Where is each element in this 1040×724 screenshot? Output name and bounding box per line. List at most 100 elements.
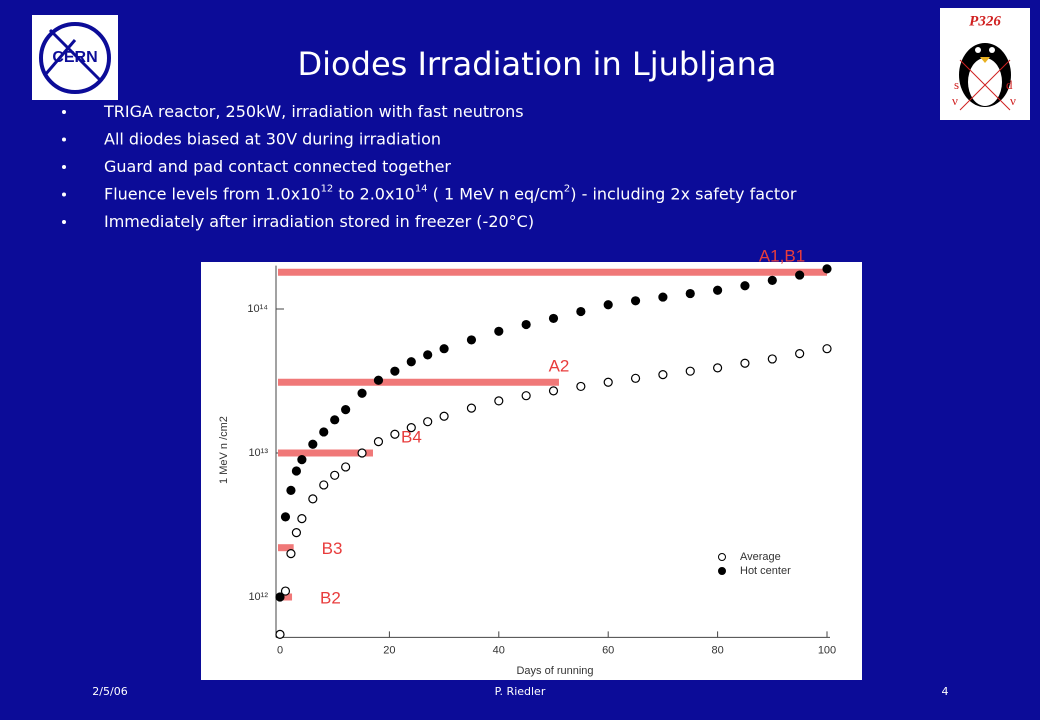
text-run: Guard and pad contact connected together bbox=[104, 157, 451, 176]
data-point bbox=[357, 448, 367, 458]
bullet-text: TRIGA reactor, 250kW, irradiation with f… bbox=[103, 102, 524, 121]
text-run: Fluence levels from 1.0x10 bbox=[104, 184, 321, 203]
bullet-dot bbox=[62, 220, 66, 224]
data-point bbox=[308, 494, 318, 504]
y-tick-label: 10¹³ bbox=[248, 447, 268, 459]
data-point bbox=[795, 349, 805, 359]
data-point bbox=[439, 411, 449, 421]
chart-area bbox=[201, 262, 862, 680]
data-point bbox=[280, 586, 291, 596]
data-point bbox=[423, 350, 433, 360]
bullet-list: TRIGA reactor, 250kW, irradiation with f… bbox=[62, 102, 797, 231]
y-tick-label: 10¹² bbox=[248, 591, 268, 603]
legend-marker bbox=[718, 567, 726, 575]
data-point bbox=[576, 306, 586, 317]
data-point bbox=[308, 439, 318, 449]
data-point bbox=[319, 427, 329, 437]
data-point bbox=[712, 363, 723, 373]
data-point bbox=[286, 485, 296, 495]
text-run: Immediately after irradiation stored in … bbox=[104, 212, 534, 231]
logo-text: CERN bbox=[52, 49, 97, 66]
data-point bbox=[439, 344, 449, 354]
data-point bbox=[423, 417, 433, 427]
data-point bbox=[822, 264, 832, 274]
data-point bbox=[466, 335, 477, 345]
data-point bbox=[357, 388, 367, 398]
data-point bbox=[603, 300, 613, 310]
data-point bbox=[286, 549, 296, 559]
data-point bbox=[373, 436, 384, 447]
data-point bbox=[822, 344, 832, 354]
x-tick-label: 80 bbox=[711, 644, 723, 656]
logo-text: P326 bbox=[969, 13, 1001, 29]
bullet-dot bbox=[62, 137, 66, 142]
superscript: 12 bbox=[321, 184, 334, 195]
fluence-label: B3 bbox=[322, 539, 343, 558]
data-point bbox=[330, 470, 340, 480]
data-point bbox=[341, 462, 351, 472]
logo-letter: d bbox=[1006, 77, 1013, 92]
data-point bbox=[685, 366, 695, 376]
bullet-text: Immediately after irradiation stored in … bbox=[104, 212, 534, 231]
bullet-dot bbox=[62, 110, 66, 114]
text-run: All diodes biased at 30V during irradiat… bbox=[104, 129, 441, 148]
cern-logo: CERN bbox=[32, 15, 118, 100]
data-point bbox=[291, 528, 302, 538]
bullet-text: Guard and pad contact connected together bbox=[104, 157, 451, 176]
data-point bbox=[767, 275, 777, 285]
title: Diodes Irradiation in Ljubljana bbox=[298, 45, 777, 83]
data-point bbox=[280, 512, 291, 522]
bullet-dot bbox=[62, 192, 66, 197]
data-point bbox=[275, 592, 285, 602]
data-point bbox=[548, 386, 559, 396]
data-point bbox=[548, 313, 559, 324]
data-point bbox=[767, 354, 777, 364]
data-point bbox=[275, 629, 285, 639]
data-point bbox=[685, 288, 695, 299]
data-point bbox=[297, 514, 307, 524]
data-point bbox=[390, 366, 400, 376]
fluence-label: A2 bbox=[549, 357, 570, 376]
data-point bbox=[603, 377, 613, 387]
x-tick-label: 100 bbox=[818, 644, 836, 656]
fluence-label: B2 bbox=[320, 588, 341, 607]
fluence-label: B4 bbox=[401, 427, 422, 446]
bullet-dot bbox=[62, 165, 66, 169]
x-tick-label: 20 bbox=[383, 644, 395, 656]
data-point bbox=[406, 423, 416, 433]
chart: 0 20 40 60 80 100 10¹² 10¹³ 10¹⁴ Days of running 1… bbox=[218, 247, 836, 677]
x-tick-label: 0 bbox=[277, 644, 283, 656]
text-run: ( 1 MeV n eq/cm bbox=[428, 184, 564, 203]
data-point bbox=[658, 292, 668, 302]
data-point bbox=[466, 403, 477, 413]
data-point bbox=[390, 429, 400, 439]
superscript: 14 bbox=[415, 184, 428, 195]
text-run: ) - including 2x safety factor bbox=[570, 184, 797, 203]
logo-letter: ν bbox=[952, 93, 958, 108]
fluence-label: A1,B1 bbox=[759, 247, 805, 266]
data-point bbox=[297, 454, 307, 465]
p326-logo: P326 s d ν ν bbox=[940, 8, 1030, 120]
data-point bbox=[406, 357, 416, 367]
bullet-text: Fluence levels from 1.0x1012 to 2.0x1014… bbox=[104, 184, 797, 204]
data-point bbox=[576, 381, 586, 392]
bullet-text: All diodes biased at 30V during irradiat… bbox=[104, 129, 441, 148]
data-point bbox=[630, 373, 641, 383]
data-point bbox=[740, 358, 750, 368]
y-axis-label: 1 MeV n /cm2 bbox=[218, 416, 230, 484]
data-point bbox=[712, 285, 723, 295]
data-point bbox=[330, 415, 340, 425]
data-point bbox=[494, 326, 504, 336]
footer-author: P. Riedler bbox=[495, 685, 546, 698]
data-point bbox=[795, 270, 805, 280]
x-tick-label: 60 bbox=[602, 644, 614, 656]
footer-page: 4 bbox=[942, 685, 949, 698]
text-run: to 2.0x10 bbox=[333, 184, 415, 203]
superscript: 2 bbox=[564, 184, 570, 195]
data-point bbox=[341, 405, 351, 415]
data-point bbox=[521, 319, 531, 330]
x-tick-label: 40 bbox=[493, 644, 505, 656]
